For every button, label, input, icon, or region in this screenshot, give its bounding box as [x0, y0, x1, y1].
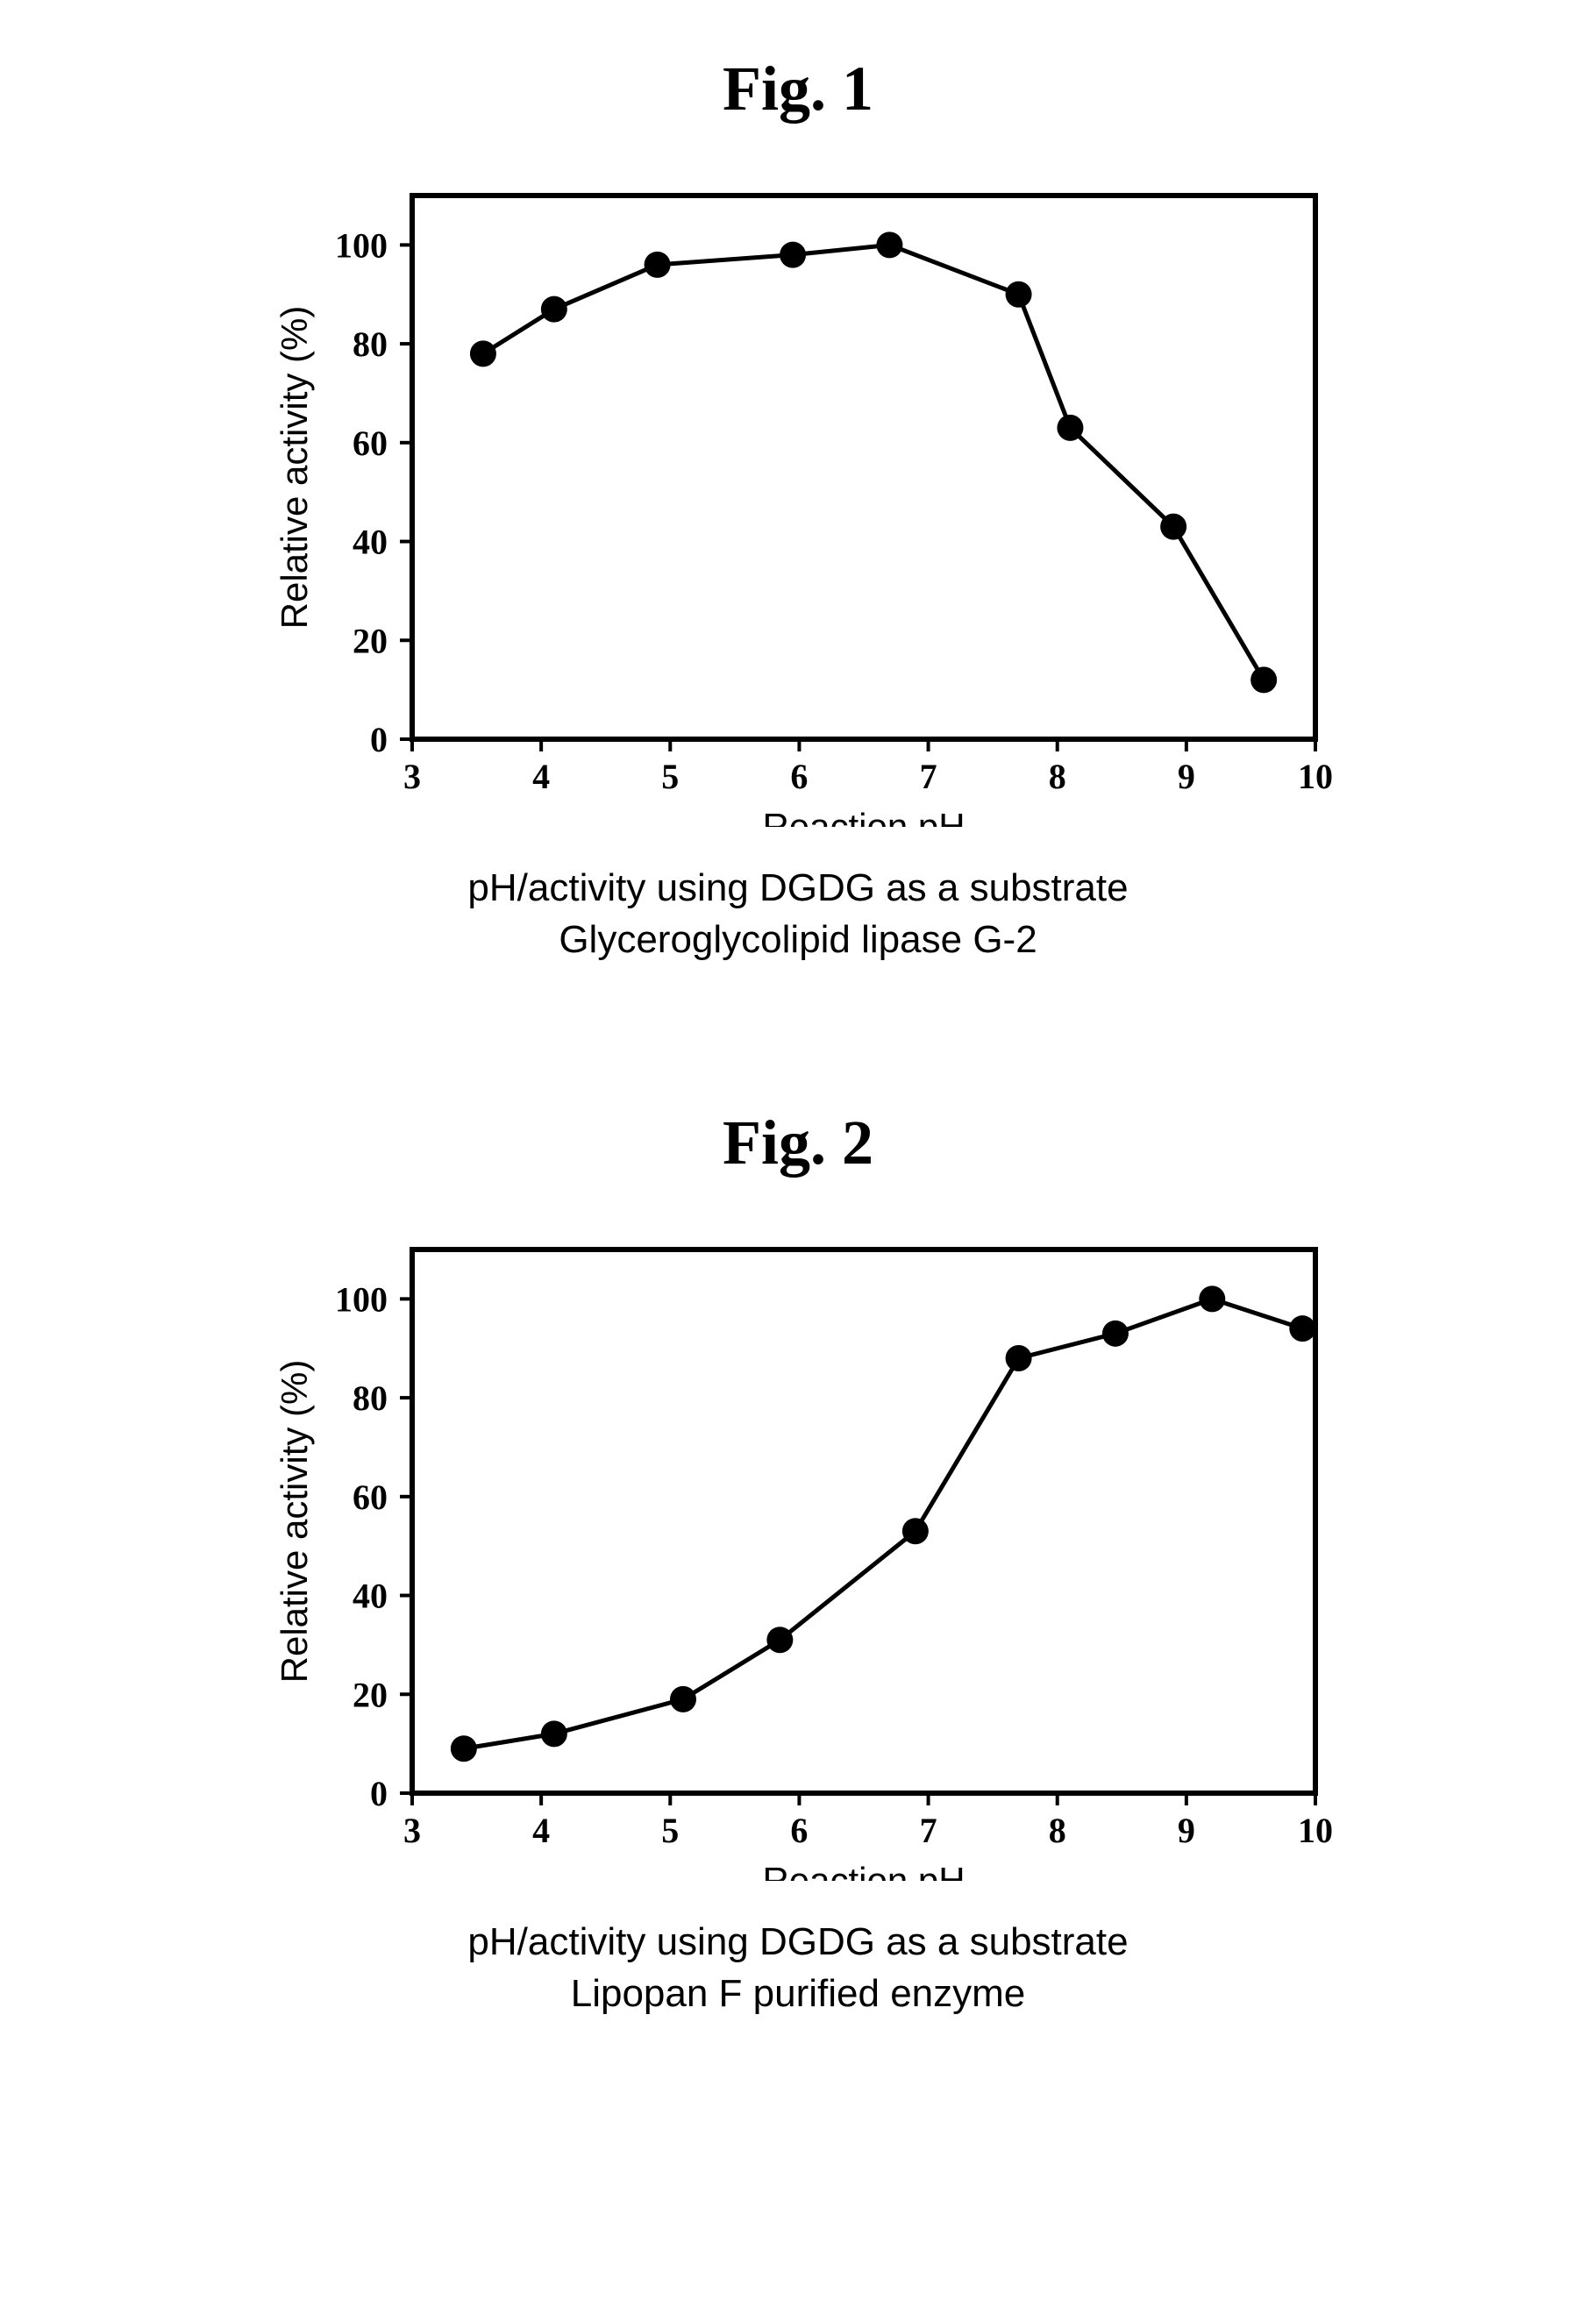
fig1-caption: pH/activity using DGDG as a substrate Gl…: [0, 862, 1596, 966]
fig2-chart: 345678910020406080100Reaction pHRelative…: [246, 1214, 1350, 1881]
svg-text:9: 9: [1178, 757, 1195, 796]
svg-text:7: 7: [920, 1811, 937, 1850]
svg-text:40: 40: [353, 1576, 388, 1615]
fig2-caption-line2: Lipopan F purified enzyme: [0, 1968, 1596, 2019]
svg-text:60: 60: [353, 1477, 388, 1517]
fig2-title: Fig. 2: [0, 1107, 1596, 1179]
svg-text:6: 6: [790, 757, 808, 796]
svg-text:60: 60: [353, 424, 388, 463]
svg-text:9: 9: [1178, 1811, 1195, 1850]
fig2-caption: pH/activity using DGDG as a substrate Li…: [0, 1916, 1596, 2020]
svg-text:Relative activity (%): Relative activity (%): [274, 306, 315, 630]
fig1-caption-line1: pH/activity using DGDG as a substrate: [0, 862, 1596, 914]
fig1-chart-wrap: 345678910020406080100Reaction pHRelative…: [246, 160, 1350, 827]
fig2-caption-line1: pH/activity using DGDG as a substrate: [0, 1916, 1596, 1968]
svg-text:5: 5: [661, 757, 679, 796]
svg-text:3: 3: [403, 1811, 421, 1850]
fig1-chart: 345678910020406080100Reaction pHRelative…: [246, 160, 1350, 827]
svg-text:5: 5: [661, 1811, 679, 1850]
page: Fig. 1 345678910020406080100Reaction pHR…: [0, 0, 1596, 2125]
svg-text:80: 80: [353, 1378, 388, 1418]
fig1-caption-line2: Glyceroglycolipid lipase G-2: [0, 914, 1596, 965]
svg-text:4: 4: [532, 1811, 550, 1850]
svg-text:4: 4: [532, 757, 550, 796]
svg-text:20: 20: [353, 1675, 388, 1714]
svg-text:0: 0: [370, 720, 388, 759]
svg-text:0: 0: [370, 1774, 388, 1813]
svg-text:8: 8: [1049, 1811, 1066, 1850]
fig1-title: Fig. 1: [0, 53, 1596, 125]
svg-text:8: 8: [1049, 757, 1066, 796]
svg-text:6: 6: [790, 1811, 808, 1850]
svg-text:40: 40: [353, 523, 388, 562]
svg-text:100: 100: [335, 1279, 388, 1319]
svg-text:100: 100: [335, 225, 388, 265]
svg-text:20: 20: [353, 621, 388, 660]
svg-text:7: 7: [920, 757, 937, 796]
svg-text:Reaction pH: Reaction pH: [762, 1860, 965, 1881]
svg-text:Relative activity (%): Relative activity (%): [274, 1359, 315, 1683]
fig2-chart-wrap: 345678910020406080100Reaction pHRelative…: [246, 1214, 1350, 1881]
svg-text:10: 10: [1298, 757, 1333, 796]
svg-text:10: 10: [1298, 1811, 1333, 1850]
svg-text:3: 3: [403, 757, 421, 796]
svg-text:80: 80: [353, 324, 388, 364]
svg-text:Reaction pH: Reaction pH: [762, 806, 965, 827]
